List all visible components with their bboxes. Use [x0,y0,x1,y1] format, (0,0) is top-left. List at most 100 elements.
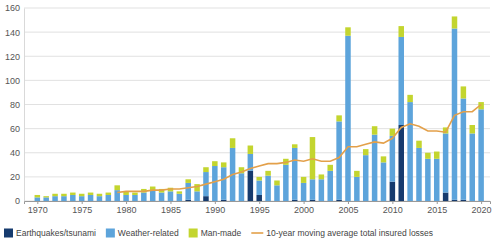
x-tick-mark [170,201,171,204]
legend-label: Earthquakes/tsunami [16,228,96,238]
x-tick-mark [304,201,305,204]
bar [61,194,67,196]
y-tick-label: 160 [5,3,20,13]
legend-swatch [4,229,13,238]
y-tick-label: 40 [10,148,20,158]
bar [336,115,342,121]
bar [221,200,227,201]
y-tick: 160 [5,3,24,13]
bar [35,197,41,201]
bar [132,193,138,195]
bar [336,121,342,199]
bar [327,165,333,171]
x-tick: 1970 [28,201,48,215]
x-tick-mark [437,201,438,204]
x-tick-mark [481,201,482,204]
x-tick-label: 2000 [294,205,314,215]
bar [79,196,85,201]
grid [24,8,490,201]
y-axis: 020406080100120140160 [5,3,25,206]
bar [310,179,316,200]
bar [407,102,413,201]
bar [434,152,440,159]
bar [354,177,360,201]
x-tick: 1985 [161,201,181,215]
x-tick-label: 1975 [72,205,92,215]
bar [452,16,458,28]
bar [265,171,271,176]
y-tick-label: 120 [5,52,20,62]
bar [248,171,254,201]
bar [79,194,85,196]
bar [301,177,307,183]
bar [52,194,58,196]
bar [398,125,404,201]
x-tick-label: 1970 [28,205,48,215]
bar [185,179,191,183]
legend-swatch [251,232,263,234]
bar [461,98,467,199]
bar [292,148,298,200]
bar [425,153,431,159]
bar-series [35,16,484,197]
y-tick-label: 0 [15,196,20,206]
bar [425,159,431,201]
x-tick-label: 1995 [250,205,270,215]
bar [141,193,147,201]
bar [203,167,209,172]
y-tick: 140 [5,28,24,38]
bar [230,138,236,148]
y-tick-label: 20 [10,172,20,182]
x-tick-mark [215,201,216,204]
bar [372,126,378,134]
bar [265,176,271,201]
bar [168,191,174,201]
bar [416,148,422,201]
bar [256,180,262,194]
x-tick-mark [126,201,127,204]
grid-line [24,8,490,9]
plot: 0204060801001201401601970197519801985199… [5,3,492,215]
bar [283,165,289,201]
x-tick: 1990 [205,201,225,215]
y-tick: 0 [15,196,24,206]
bar [177,191,183,193]
bar [35,195,41,197]
bar [363,149,369,155]
bar [336,200,342,201]
bar [319,179,325,201]
bar [132,195,138,201]
y-tick: 120 [5,52,24,62]
legend-item: Weather-related [106,228,179,238]
bar [61,196,67,201]
x-tick: 2020 [472,201,492,215]
y-axis-line [24,9,25,202]
bar [434,159,440,201]
x-tick-label: 1980 [117,205,137,215]
bar [256,195,262,201]
bar [469,133,475,201]
y-tick: 100 [5,76,24,86]
y-tick-label: 100 [5,76,20,86]
bar [292,200,298,201]
bar [150,190,156,201]
chart: 0204060801001201401601970197519801985199… [0,0,500,243]
legend-swatch [106,229,115,238]
bar [301,183,307,201]
bar [97,194,103,196]
bar [398,26,404,37]
marks [35,16,484,201]
bar [88,195,94,201]
bar [114,185,120,190]
bar [239,173,245,201]
legend: Earthquakes/tsunami Weather-related Man-ma… [4,228,433,238]
bar [452,200,458,201]
y-tick: 20 [10,172,24,182]
legend-label: Man-made [201,228,242,238]
bar [381,156,387,162]
x-tick: 2005 [338,201,358,215]
legend-item: 10-year moving average total insured los… [251,228,433,238]
x-tick: 1980 [117,201,137,215]
bar [123,195,129,201]
bar [443,193,449,201]
